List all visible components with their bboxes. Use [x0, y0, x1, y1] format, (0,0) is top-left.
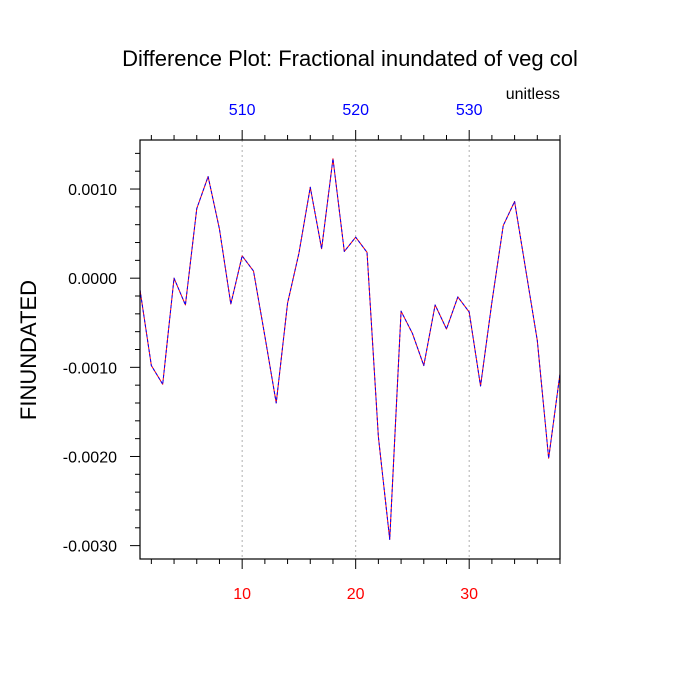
x-tick-label-bottom-0: 10: [233, 586, 251, 603]
y-tick-label-0: 0.0010: [68, 182, 117, 199]
series-line-control: [139, 158, 561, 540]
plot-frame: [139, 139, 561, 560]
y-tick-label-1: 0.0000: [68, 271, 117, 288]
y-tick-label-4: -0.0030: [63, 539, 117, 556]
x-tick-label-top-1: 520: [342, 102, 369, 119]
x-tick-label-top-2: 530: [456, 102, 483, 119]
y-tick-label-2: -0.0010: [63, 360, 117, 377]
units-label: unitless: [506, 86, 560, 103]
y-axis-label: FINUNDATED: [16, 280, 41, 420]
x-tick-label-bottom-1: 20: [347, 586, 365, 603]
x-tick-label-top-0: 510: [229, 102, 256, 119]
data-series: [139, 158, 561, 540]
y-tick-label-3: -0.0020: [63, 449, 117, 466]
x-tick-label-bottom-2: 30: [460, 586, 478, 603]
chart-title: Difference Plot: Fractional inundated of…: [122, 46, 578, 71]
axis-ticks: [130, 130, 561, 569]
tick-labels: 10 20 30 510 520 530 0.0010 0.0000 -0.0010 -0.002…: [63, 102, 483, 603]
